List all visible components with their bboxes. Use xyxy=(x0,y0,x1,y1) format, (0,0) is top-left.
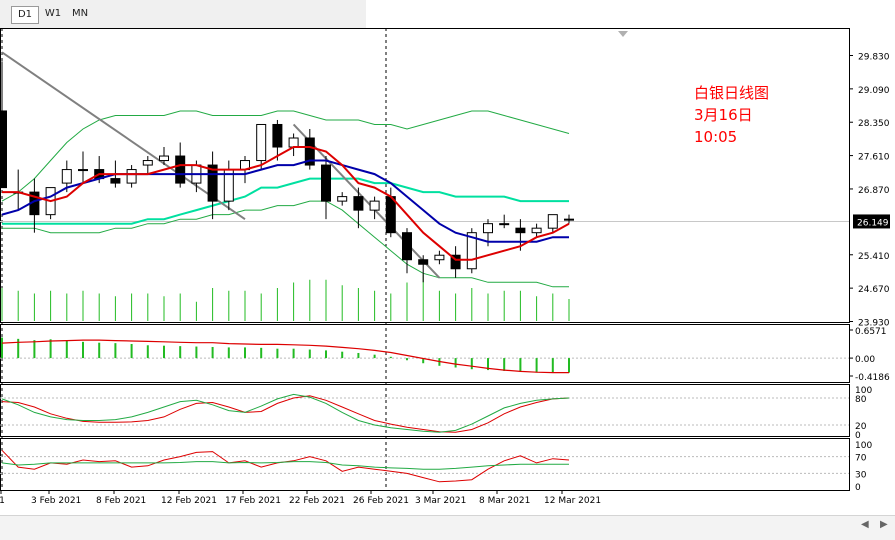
candle-body xyxy=(418,259,429,265)
rsi-tick-label: 100 xyxy=(855,441,872,451)
price-tick-label: 28.350 xyxy=(858,119,890,129)
time-tick-label: 17 Feb 2021 xyxy=(225,496,281,506)
stochastic-signal-line xyxy=(1,393,570,433)
candle-body xyxy=(159,155,169,162)
annotation-title: 白银日线图 xyxy=(694,84,769,102)
slow-ma-line xyxy=(1,159,569,243)
time-tick-label: 12 Feb 2021 xyxy=(161,496,217,506)
time-tick-label: 26 Feb 2021 xyxy=(353,496,409,506)
candle-body xyxy=(110,178,121,184)
tab-d1[interactable]: D1 xyxy=(11,6,39,24)
price-chart[interactable]: 29.830 29.090 28.350 27.610 26.870 25.410 24.6… xyxy=(0,0,895,515)
rsi-tick-label: 70 xyxy=(855,454,867,464)
candle-body xyxy=(78,169,88,172)
long-ma-line xyxy=(2,177,569,225)
time-tick-label: 8 Feb 2021 xyxy=(96,496,146,506)
candle-body xyxy=(369,200,380,211)
stochastic-tick-label: 100 xyxy=(855,386,872,396)
candle-body xyxy=(402,232,412,261)
rsi-tick-label: 30 xyxy=(855,470,867,480)
time-tick-label: 2021 xyxy=(0,496,5,506)
candle-body xyxy=(531,227,542,234)
rsi-tick-label: 0 xyxy=(855,483,861,493)
shift-marker-icon[interactable] xyxy=(618,31,628,37)
time-tick-label: 22 Feb 2021 xyxy=(289,496,345,506)
candle-body xyxy=(466,232,477,270)
stochastic-tick-label: 80 xyxy=(855,395,867,405)
time-tick-label: 3 Feb 2021 xyxy=(31,496,81,506)
price-tick-label: 24.670 xyxy=(858,285,890,295)
annotation-date: 3月16日 xyxy=(694,106,753,124)
macd-panel-frame xyxy=(0,324,850,383)
current-price-label: 26.149 xyxy=(857,218,889,228)
candle-body xyxy=(61,169,72,184)
candle-body xyxy=(321,164,331,202)
candle-body xyxy=(385,196,396,234)
macd-panel: 0.6571 0.00 -0.4186 xyxy=(0,324,890,383)
lower-band-line xyxy=(2,200,569,288)
candle-body xyxy=(288,137,299,148)
annotation-time: 10:05 xyxy=(694,128,737,146)
candle-body xyxy=(304,137,315,166)
price-panel: 29.830 29.090 28.350 27.610 26.870 25.410 24.6… xyxy=(0,28,890,490)
tab-mn[interactable]: MN xyxy=(71,8,89,19)
price-tick-label: 27.610 xyxy=(858,153,890,163)
candle-body xyxy=(499,223,510,226)
stochastic-main-line xyxy=(1,395,570,433)
stochastic-panel-frame xyxy=(0,384,850,437)
candle-body xyxy=(272,123,283,148)
time-tick-label: 8 Mar 2021 xyxy=(479,496,530,506)
macd-tick-label: 0.6571 xyxy=(855,327,887,337)
candle-body xyxy=(547,214,558,229)
candle-body xyxy=(450,254,461,270)
time-axis: 2021 3 Feb 2021 8 Feb 2021 12 Feb 2021 17 Fe… xyxy=(0,490,601,506)
candle-body xyxy=(483,223,493,234)
macd-signal-line xyxy=(1,339,569,374)
time-tick-label: 12 Mar 2021 xyxy=(544,496,601,506)
rsi-signal-line xyxy=(1,461,569,470)
macd-tick-label: 0.00 xyxy=(855,355,875,365)
candle-body xyxy=(434,254,445,261)
current-price-box xyxy=(853,214,890,229)
candle-body xyxy=(256,123,267,162)
price-tick-label: 23.930 xyxy=(858,319,890,329)
candle-body xyxy=(175,155,186,184)
horizontal-scrollbar[interactable]: ◀ ▶ xyxy=(0,515,895,540)
rsi-panel-frame xyxy=(0,438,850,491)
rsi-panel: 100 70 30 0 xyxy=(0,438,872,493)
stochastic-tick-label: 20 xyxy=(855,422,867,432)
scroll-right-icon[interactable]: ▶ xyxy=(880,519,888,530)
scroll-left-icon[interactable]: ◀ xyxy=(861,519,869,530)
upper-band-line xyxy=(1,110,570,202)
candle-body xyxy=(142,160,153,166)
trendline xyxy=(1,51,246,220)
candle-body xyxy=(353,196,364,211)
candle-body xyxy=(0,110,7,189)
price-tick-label: 25.410 xyxy=(858,252,890,262)
candle-body xyxy=(564,218,574,221)
tab-w1[interactable]: W1 xyxy=(44,8,62,19)
candle-body xyxy=(126,169,137,184)
price-tick-label: 26.870 xyxy=(858,186,890,196)
candle-body xyxy=(515,227,526,234)
candle-body xyxy=(337,196,348,202)
macd-tick-label: -0.4186 xyxy=(855,373,890,383)
candle-body xyxy=(207,164,218,202)
price-tick-label: 29.830 xyxy=(858,53,890,63)
time-tick-label: 3 Mar 2021 xyxy=(415,496,466,506)
price-tick-label: 29.090 xyxy=(858,86,890,96)
fast-ma-line xyxy=(2,146,570,261)
stochastic-tick-label: 0 xyxy=(855,431,861,441)
